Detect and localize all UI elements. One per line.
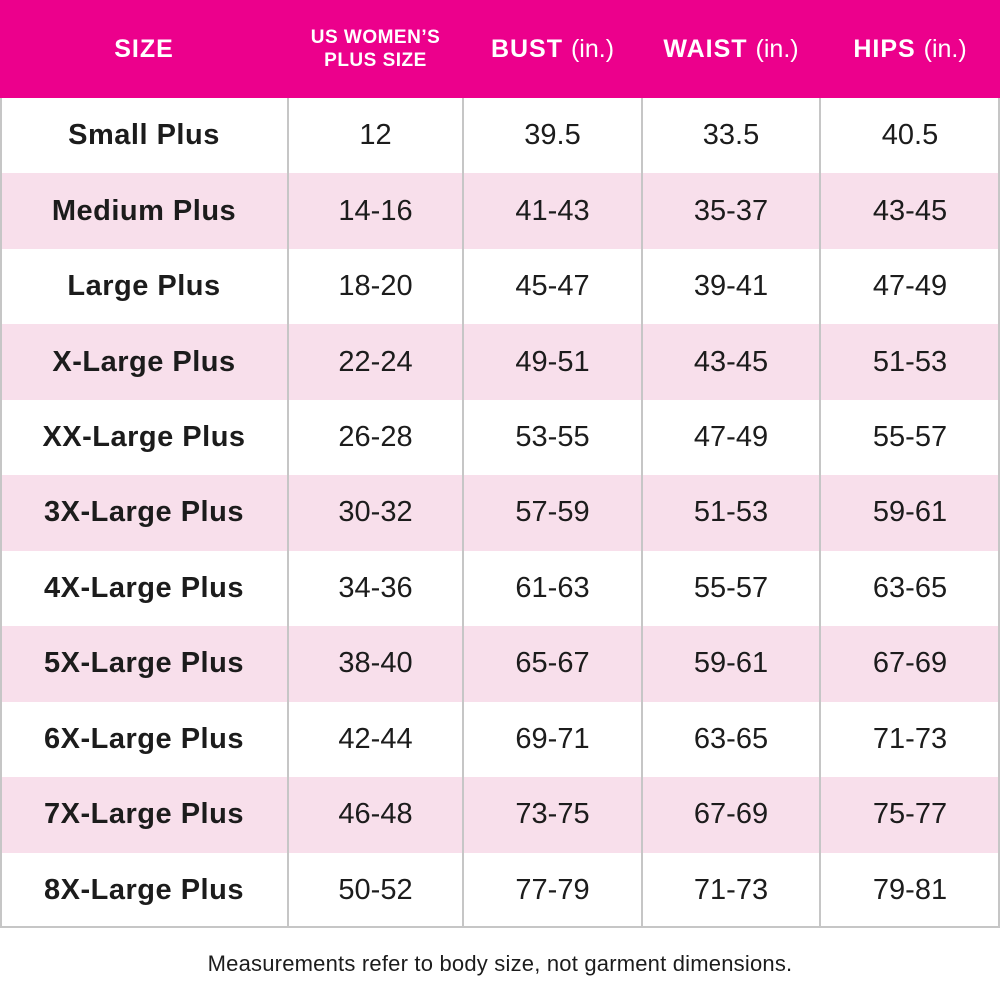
cell-size-label: 8X-Large Plus	[44, 873, 244, 906]
cell-size-label: Small Plus	[68, 119, 220, 152]
table-row: Medium Plus 14-16 41-43 35-37 43-45	[0, 173, 1000, 249]
table-row: 4X-Large Plus 34-36 61-63 55-57 63-65	[0, 550, 1000, 627]
cell-size-label: XX-Large Plus	[42, 421, 246, 454]
cell-size-label: Large Plus	[67, 270, 221, 303]
cell-bust: 41-43	[515, 194, 590, 227]
cell-bust: 61-63	[515, 571, 590, 604]
footnote: Measurements refer to body size, not gar…	[207, 951, 793, 976]
cell-us-size: 34-36	[338, 571, 413, 604]
cell-bust: 45-47	[515, 270, 590, 303]
cell-waist: 39-41	[693, 270, 769, 303]
header-cell-hips: HIPS (in.)	[820, 35, 1000, 64]
table-border-left	[0, 98, 2, 928]
cell-waist: 33.5	[702, 119, 760, 152]
cell-size-label: Medium Plus	[51, 194, 237, 227]
cell-bust: 49-51	[515, 345, 590, 378]
cell-bust: 65-67	[515, 647, 590, 680]
header-hips-unit: (in.)	[923, 34, 967, 63]
cell-size-label: 5X-Large Plus	[44, 647, 244, 680]
table-row: 3X-Large Plus 30-32 57-59 51-53 59-61	[0, 475, 1000, 551]
header-cell-us-plus-size: US WOMEN’S PLUS SIZE	[288, 26, 463, 72]
cell-us-size: 22-24	[338, 345, 413, 378]
cell-us-size: 14-16	[338, 194, 413, 227]
cell-waist: 43-45	[693, 345, 769, 378]
header-cell-bust: BUST (in.)	[463, 35, 642, 64]
cell-hips: 51-53	[872, 345, 948, 378]
cell-bust: 73-75	[515, 798, 590, 831]
cell-hips: 59-61	[872, 496, 948, 529]
cell-hips: 40.5	[881, 119, 939, 152]
cell-waist: 67-69	[693, 798, 769, 831]
table-body: Small Plus 12 39.5 33.5 40.5 Medium Plus…	[0, 98, 1000, 928]
cell-us-size: 42-44	[338, 722, 413, 755]
cell-bust: 57-59	[515, 496, 590, 529]
cell-waist: 47-49	[693, 421, 769, 454]
header-us-line1: US WOMEN’S	[310, 27, 441, 48]
cell-us-size: 18-20	[338, 270, 413, 303]
cell-bust: 53-55	[515, 421, 590, 454]
cell-hips: 63-65	[872, 571, 948, 604]
header-bust-label: BUST	[490, 34, 564, 63]
column-separator	[287, 98, 289, 928]
table-header-row: SIZE US WOMEN’S PLUS SIZE BUST (in.) WAI…	[0, 0, 1000, 98]
cell-bust: 77-79	[515, 873, 590, 906]
column-separator	[462, 98, 464, 928]
cell-size-label: 6X-Large Plus	[44, 722, 244, 755]
table-row: Large Plus 18-20 45-47 39-41 47-49	[0, 248, 1000, 325]
header-hips-label: HIPS	[853, 34, 916, 63]
table-row: 5X-Large Plus 38-40 65-67 59-61 67-69	[0, 626, 1000, 702]
table-row: Small Plus 12 39.5 33.5 40.5	[0, 98, 1000, 174]
table-border-right	[998, 98, 1000, 928]
column-separator	[641, 98, 643, 928]
cell-bust: 69-71	[515, 722, 590, 755]
cell-hips: 75-77	[872, 798, 948, 831]
cell-us-size: 12	[359, 119, 392, 152]
cell-bust: 39.5	[524, 119, 581, 152]
cell-hips: 55-57	[872, 421, 948, 454]
table-row: X-Large Plus 22-24 49-51 43-45 51-53	[0, 324, 1000, 400]
cell-size-label: 4X-Large Plus	[44, 571, 244, 604]
cell-hips: 71-73	[872, 722, 948, 755]
cell-us-size: 26-28	[338, 421, 413, 454]
cell-size-label: 3X-Large Plus	[44, 496, 244, 529]
cell-hips: 67-69	[872, 647, 948, 680]
cell-us-size: 46-48	[338, 798, 413, 831]
table-row: XX-Large Plus 26-28 53-55 47-49 55-57	[0, 399, 1000, 476]
header-waist-label: WAIST	[663, 34, 748, 63]
header-cell-size: SIZE	[114, 34, 174, 63]
table-row: 7X-Large Plus 46-48 73-75 67-69 75-77	[0, 777, 1000, 853]
cell-hips: 43-45	[872, 194, 948, 227]
table-border-bottom	[0, 926, 1000, 928]
header-cell-waist: WAIST (in.)	[642, 35, 820, 64]
cell-us-size: 38-40	[338, 647, 413, 680]
cell-waist: 51-53	[693, 496, 769, 529]
cell-waist: 63-65	[693, 722, 769, 755]
table-row: 8X-Large Plus 50-52 77-79 71-73 79-81	[0, 852, 1000, 928]
cell-us-size: 30-32	[338, 496, 413, 529]
cell-waist: 59-61	[693, 647, 769, 680]
cell-waist: 35-37	[693, 194, 769, 227]
table-row: 6X-Large Plus 42-44 69-71 63-65 71-73	[0, 701, 1000, 778]
cell-hips: 79-81	[872, 873, 948, 906]
cell-waist: 55-57	[693, 571, 769, 604]
header-us-line2: PLUS SIZE	[324, 50, 427, 71]
cell-waist: 71-73	[693, 873, 769, 906]
column-separator	[819, 98, 821, 928]
cell-hips: 47-49	[872, 270, 948, 303]
header-bust-unit: (in.)	[570, 34, 615, 63]
cell-size-label: 7X-Large Plus	[44, 798, 244, 831]
header-waist-unit: (in.)	[755, 34, 799, 63]
cell-size-label: X-Large Plus	[52, 345, 236, 378]
cell-us-size: 50-52	[338, 873, 413, 906]
